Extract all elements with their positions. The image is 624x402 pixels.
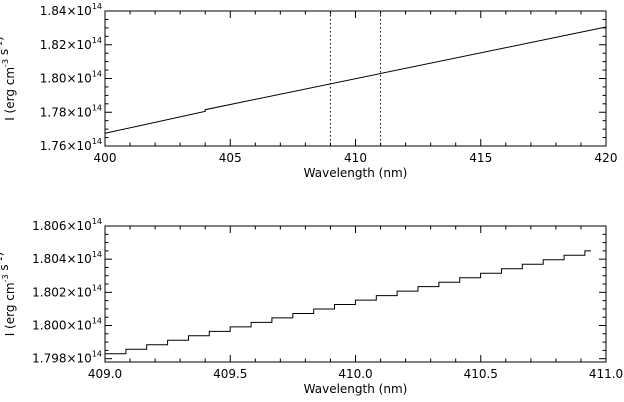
y-tick-label: 1.76×1014 <box>40 137 102 153</box>
x-tick-label: 415 <box>469 151 492 165</box>
x-tick-label: 409.5 <box>213 367 247 381</box>
y-tick-label: 1.84×1014 <box>40 2 102 18</box>
y-tick-label: 1.804×1014 <box>32 250 102 266</box>
y-axis-title: I (erg cm-3 s-1) <box>0 36 17 121</box>
y-tick-label: 1.78×1014 <box>40 103 102 119</box>
x-axis-title: Wavelength (nm) <box>304 166 408 180</box>
x-tick-label: 411.0 <box>589 367 623 381</box>
x-axis-title: Wavelength (nm) <box>304 382 408 396</box>
x-tick-label: 420 <box>595 151 618 165</box>
x-tick-label: 410 <box>344 151 367 165</box>
series-line-2 <box>105 250 591 355</box>
y-axis-title: I (erg cm-3 s-1) <box>0 252 17 337</box>
y-tick-label: 1.798×1014 <box>32 350 102 366</box>
y-tick-label: 1.802×1014 <box>32 283 102 299</box>
x-tick-label: 400 <box>94 151 117 165</box>
x-tick-label: 410.0 <box>338 367 372 381</box>
x-tick-label: 409.0 <box>88 367 122 381</box>
y-tick-label: 1.800×1014 <box>32 317 102 333</box>
series-line-1 <box>104 26 607 134</box>
plot-frame-2 <box>104 225 607 363</box>
y-tick-label: 1.80×1014 <box>40 70 102 86</box>
x-tick-label: 405 <box>219 151 242 165</box>
y-tick-label: 1.806×1014 <box>32 217 102 233</box>
x-tick-label: 410.5 <box>464 367 498 381</box>
y-tick-label: 1.82×1014 <box>40 36 102 52</box>
